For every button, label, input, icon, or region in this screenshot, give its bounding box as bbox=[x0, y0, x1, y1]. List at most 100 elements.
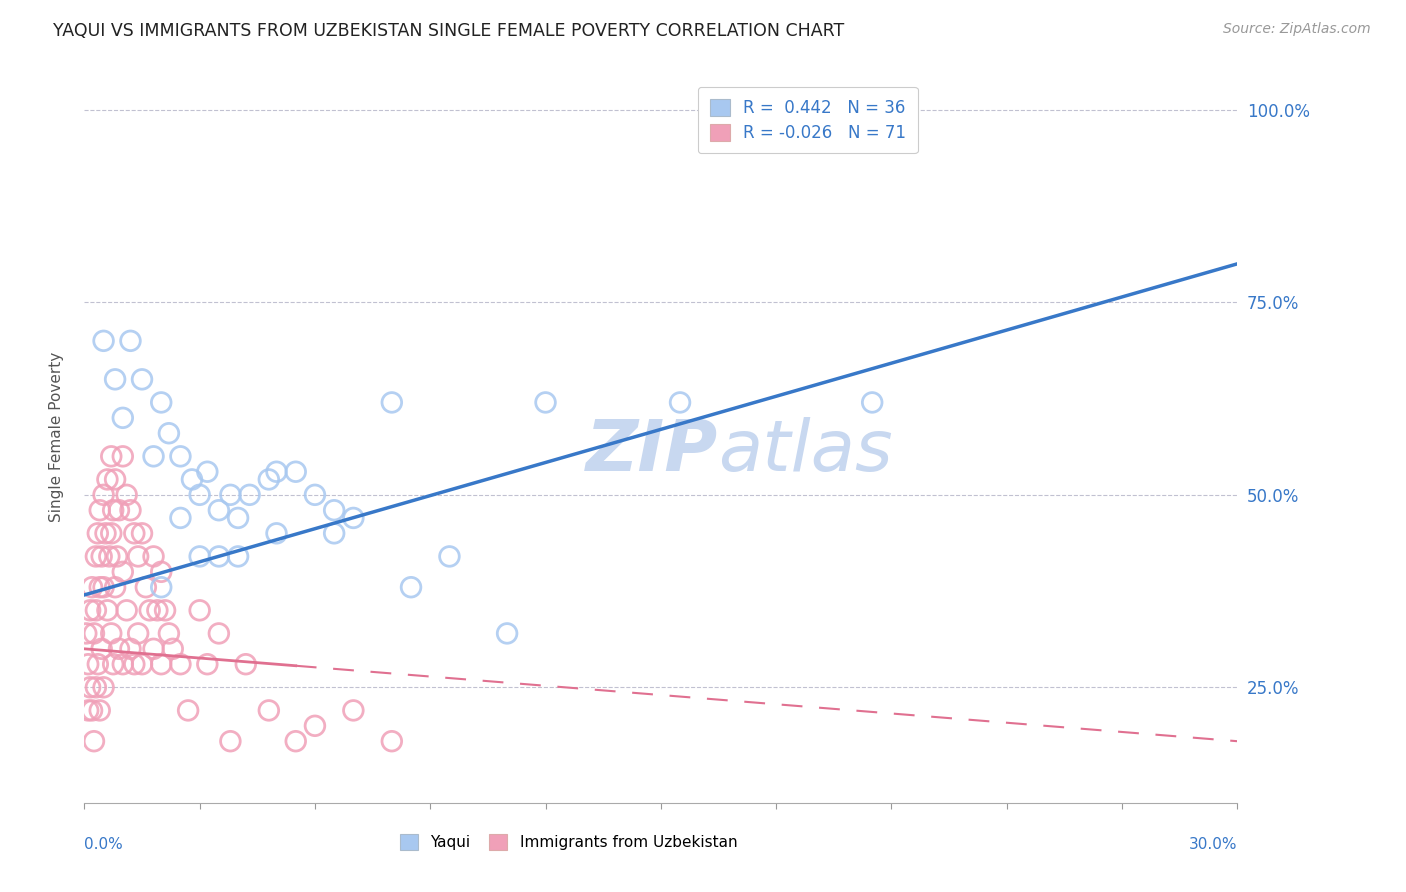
Point bbox=[96, 472, 118, 486]
Point bbox=[93, 488, 115, 502]
Point bbox=[150, 580, 173, 594]
Point bbox=[284, 465, 307, 479]
Text: Source: ZipAtlas.com: Source: ZipAtlas.com bbox=[1223, 22, 1371, 37]
Point bbox=[100, 526, 122, 541]
Point bbox=[138, 603, 160, 617]
Point bbox=[208, 503, 231, 517]
Point bbox=[104, 580, 127, 594]
Text: YAQUI VS IMMIGRANTS FROM UZBEKISTAN SINGLE FEMALE POVERTY CORRELATION CHART: YAQUI VS IMMIGRANTS FROM UZBEKISTAN SING… bbox=[53, 22, 845, 40]
Point bbox=[208, 549, 231, 564]
Point bbox=[135, 580, 157, 594]
Point bbox=[79, 603, 101, 617]
Point bbox=[104, 472, 127, 486]
Point bbox=[195, 657, 218, 672]
Point bbox=[89, 703, 111, 717]
Text: ZIP: ZIP bbox=[586, 417, 718, 486]
Point bbox=[142, 641, 165, 656]
Point bbox=[131, 657, 153, 672]
Point bbox=[108, 503, 131, 517]
Point bbox=[342, 511, 364, 525]
Point bbox=[96, 603, 118, 617]
Point bbox=[77, 703, 100, 717]
Point bbox=[439, 549, 461, 564]
Point bbox=[208, 626, 231, 640]
Point bbox=[266, 465, 288, 479]
Point bbox=[181, 472, 204, 486]
Point bbox=[323, 526, 346, 541]
Point bbox=[93, 580, 115, 594]
Point bbox=[323, 503, 346, 517]
Point bbox=[219, 488, 242, 502]
Point bbox=[111, 657, 134, 672]
Point bbox=[284, 734, 307, 748]
Point bbox=[150, 657, 173, 672]
Point bbox=[94, 526, 117, 541]
Point bbox=[77, 657, 100, 672]
Point bbox=[157, 626, 180, 640]
Point bbox=[115, 603, 138, 617]
Point bbox=[188, 603, 211, 617]
Point bbox=[226, 549, 249, 564]
Point bbox=[83, 734, 105, 748]
Point bbox=[304, 719, 326, 733]
Point bbox=[89, 503, 111, 517]
Point bbox=[162, 641, 184, 656]
Point bbox=[150, 565, 173, 579]
Point bbox=[381, 395, 404, 409]
Point bbox=[150, 395, 173, 409]
Point bbox=[111, 410, 134, 425]
Legend: Yaqui, Immigrants from Uzbekistan: Yaqui, Immigrants from Uzbekistan bbox=[389, 823, 748, 861]
Point bbox=[84, 603, 107, 617]
Point bbox=[80, 703, 103, 717]
Point bbox=[84, 549, 107, 564]
Point bbox=[226, 511, 249, 525]
Point bbox=[157, 426, 180, 441]
Point bbox=[257, 703, 280, 717]
Point bbox=[266, 526, 288, 541]
Point bbox=[103, 657, 124, 672]
Text: atlas: atlas bbox=[718, 417, 893, 486]
Point bbox=[89, 580, 111, 594]
Point bbox=[188, 549, 211, 564]
Point bbox=[235, 657, 257, 672]
Point bbox=[127, 626, 149, 640]
Point bbox=[239, 488, 262, 502]
Point bbox=[195, 465, 218, 479]
Point bbox=[120, 641, 142, 656]
Point bbox=[83, 626, 105, 640]
Point bbox=[108, 641, 131, 656]
Point bbox=[79, 681, 101, 695]
Point bbox=[142, 549, 165, 564]
Point bbox=[169, 657, 191, 672]
Point bbox=[496, 626, 519, 640]
Point bbox=[90, 641, 112, 656]
Point bbox=[90, 549, 112, 564]
Point bbox=[131, 372, 153, 386]
Point bbox=[342, 703, 364, 717]
Point bbox=[534, 395, 557, 409]
Point bbox=[860, 395, 883, 409]
Point bbox=[120, 334, 142, 348]
Point bbox=[93, 681, 115, 695]
Point bbox=[120, 503, 142, 517]
Point bbox=[111, 565, 134, 579]
Point bbox=[381, 734, 404, 748]
Point bbox=[100, 626, 122, 640]
Point bbox=[115, 488, 138, 502]
Point bbox=[124, 657, 146, 672]
Point bbox=[188, 488, 211, 502]
Point bbox=[105, 549, 128, 564]
Point bbox=[257, 472, 280, 486]
Point bbox=[399, 580, 422, 594]
Point bbox=[127, 549, 149, 564]
Point bbox=[124, 526, 146, 541]
Point bbox=[93, 334, 115, 348]
Point bbox=[177, 703, 200, 717]
Point bbox=[131, 526, 153, 541]
Point bbox=[87, 526, 110, 541]
Point bbox=[169, 511, 191, 525]
Point bbox=[153, 603, 176, 617]
Point bbox=[219, 734, 242, 748]
Point bbox=[98, 549, 121, 564]
Point bbox=[142, 450, 165, 464]
